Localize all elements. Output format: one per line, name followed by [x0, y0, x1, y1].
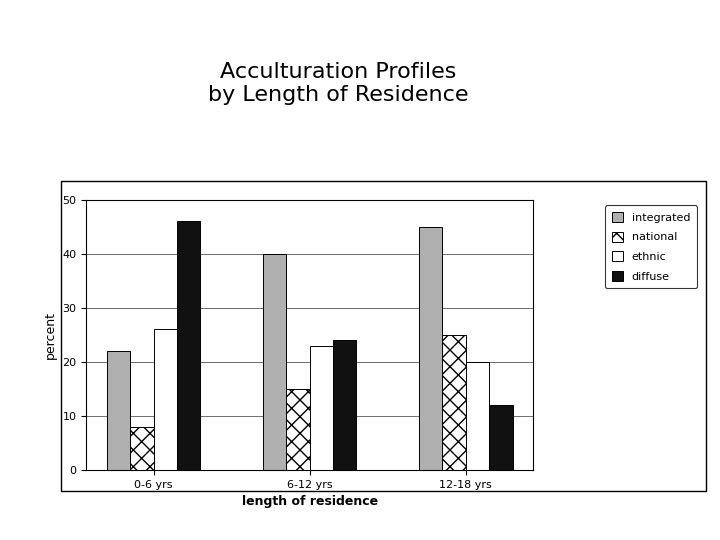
Text: Acculturation Profiles
by Length of Residence: Acculturation Profiles by Length of Resi… [208, 62, 469, 105]
Bar [286, 389, 310, 470]
Y-axis label: percent: percent [44, 311, 57, 359]
Bar [466, 362, 489, 470]
Bar [310, 346, 333, 470]
Bar [442, 335, 466, 470]
Bar [489, 405, 513, 470]
Bar [130, 427, 153, 470]
Bar [419, 227, 442, 470]
Bar [263, 254, 286, 470]
Bar [333, 340, 356, 470]
X-axis label: length of residence: length of residence [241, 495, 378, 508]
Bar [107, 351, 130, 470]
Bar [177, 221, 200, 470]
Legend: integrated, national, ethnic, diffuse: integrated, national, ethnic, diffuse [605, 205, 697, 288]
Bar [153, 329, 177, 470]
